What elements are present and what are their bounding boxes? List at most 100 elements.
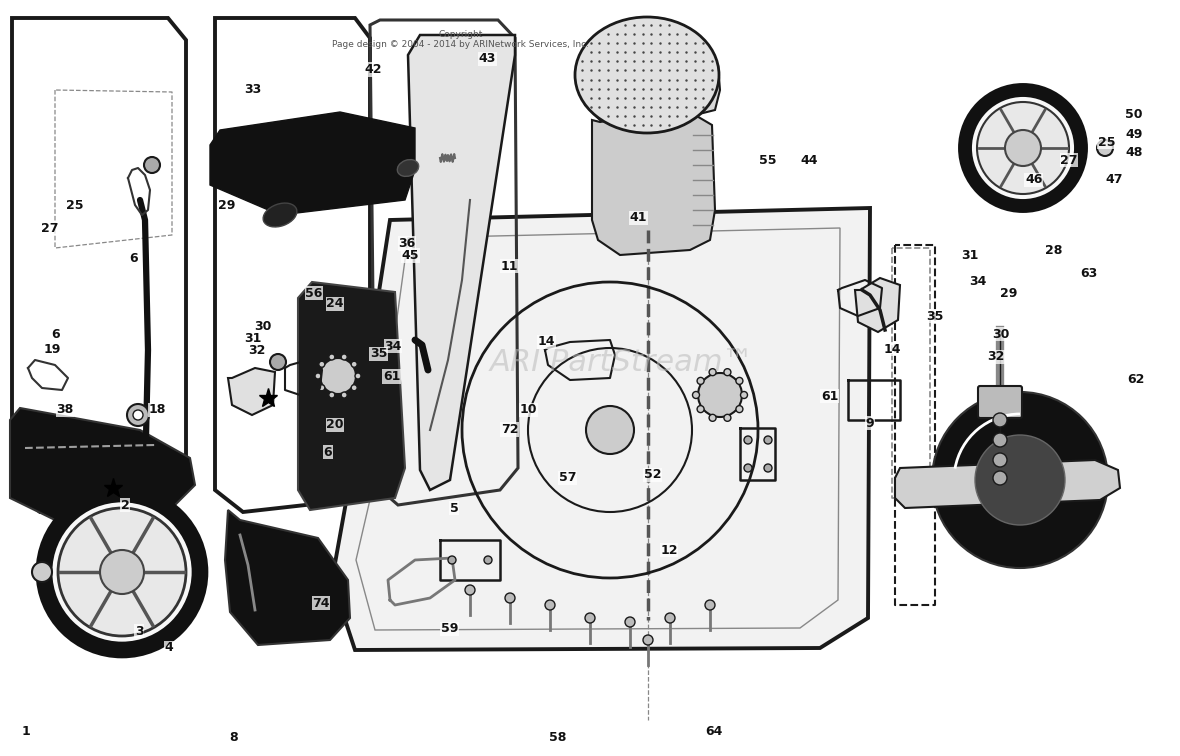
Text: 6: 6 bbox=[129, 252, 138, 265]
Circle shape bbox=[341, 392, 347, 398]
Text: 55: 55 bbox=[760, 153, 776, 167]
Circle shape bbox=[58, 508, 186, 636]
Text: 5: 5 bbox=[450, 501, 459, 515]
Polygon shape bbox=[581, 55, 720, 120]
Text: 43: 43 bbox=[479, 52, 496, 66]
Polygon shape bbox=[856, 278, 900, 332]
Polygon shape bbox=[228, 368, 275, 415]
Text: 25: 25 bbox=[66, 199, 83, 212]
Text: 18: 18 bbox=[149, 403, 165, 417]
Text: 28: 28 bbox=[1045, 244, 1062, 258]
Circle shape bbox=[44, 494, 199, 650]
Polygon shape bbox=[592, 115, 715, 255]
Circle shape bbox=[975, 435, 1066, 525]
Circle shape bbox=[448, 556, 455, 564]
Text: 4: 4 bbox=[164, 641, 173, 655]
Circle shape bbox=[329, 392, 335, 398]
Circle shape bbox=[693, 392, 700, 398]
Circle shape bbox=[133, 410, 143, 420]
Text: 1: 1 bbox=[21, 725, 31, 739]
Circle shape bbox=[994, 413, 1007, 427]
Text: 46: 46 bbox=[1025, 173, 1042, 187]
Text: 34: 34 bbox=[970, 274, 986, 288]
Circle shape bbox=[319, 361, 324, 367]
Text: 49: 49 bbox=[1126, 128, 1142, 141]
Circle shape bbox=[709, 369, 716, 376]
Circle shape bbox=[465, 585, 476, 595]
Circle shape bbox=[1005, 130, 1041, 166]
Circle shape bbox=[745, 464, 752, 472]
Circle shape bbox=[697, 406, 704, 413]
Text: 61: 61 bbox=[821, 389, 838, 403]
Circle shape bbox=[545, 600, 555, 610]
Circle shape bbox=[666, 613, 675, 623]
Circle shape bbox=[932, 392, 1108, 568]
Text: 52: 52 bbox=[644, 468, 661, 482]
Circle shape bbox=[144, 157, 160, 173]
Text: 27: 27 bbox=[1061, 153, 1077, 167]
Circle shape bbox=[100, 550, 144, 594]
Text: 14: 14 bbox=[538, 335, 555, 349]
Text: 59: 59 bbox=[441, 622, 458, 636]
Circle shape bbox=[745, 436, 752, 444]
Text: 8: 8 bbox=[229, 730, 238, 744]
Circle shape bbox=[341, 354, 347, 360]
Text: 41: 41 bbox=[630, 211, 647, 225]
Circle shape bbox=[697, 377, 704, 384]
Circle shape bbox=[355, 373, 361, 379]
Text: 3: 3 bbox=[135, 624, 144, 638]
Circle shape bbox=[484, 556, 492, 564]
Circle shape bbox=[585, 613, 595, 623]
Circle shape bbox=[586, 406, 634, 454]
Text: 32: 32 bbox=[988, 350, 1004, 364]
Text: 38: 38 bbox=[57, 403, 73, 417]
Text: 57: 57 bbox=[559, 471, 576, 485]
Text: 20: 20 bbox=[327, 418, 343, 432]
Text: 61: 61 bbox=[384, 370, 400, 383]
Text: 62: 62 bbox=[1128, 373, 1145, 386]
Circle shape bbox=[329, 354, 335, 360]
Circle shape bbox=[763, 436, 772, 444]
Text: 72: 72 bbox=[502, 423, 518, 436]
Circle shape bbox=[965, 90, 1081, 206]
Circle shape bbox=[994, 453, 1007, 467]
Circle shape bbox=[315, 373, 321, 379]
Text: Copyright
Page design © 2004 - 2014 by ARINetwork Services, Inc.: Copyright Page design © 2004 - 2014 by A… bbox=[332, 29, 589, 49]
Circle shape bbox=[352, 385, 358, 391]
Text: 27: 27 bbox=[41, 222, 58, 235]
Text: 31: 31 bbox=[244, 332, 261, 345]
Text: 6: 6 bbox=[51, 327, 60, 341]
Text: 31: 31 bbox=[962, 249, 978, 262]
Text: 32: 32 bbox=[249, 344, 266, 358]
Circle shape bbox=[320, 358, 356, 394]
Text: 11: 11 bbox=[502, 259, 518, 273]
Polygon shape bbox=[210, 112, 415, 215]
Circle shape bbox=[994, 433, 1007, 447]
Text: 42: 42 bbox=[365, 63, 381, 76]
Text: 63: 63 bbox=[1081, 267, 1097, 280]
Text: 14: 14 bbox=[884, 342, 900, 356]
FancyBboxPatch shape bbox=[978, 386, 1022, 418]
Circle shape bbox=[736, 406, 743, 413]
Text: 30: 30 bbox=[255, 320, 271, 333]
Text: 2: 2 bbox=[120, 498, 130, 512]
Text: 44: 44 bbox=[801, 153, 818, 167]
Circle shape bbox=[741, 392, 747, 398]
Text: 25: 25 bbox=[1099, 135, 1115, 149]
Circle shape bbox=[643, 635, 653, 645]
Text: 24: 24 bbox=[327, 297, 343, 311]
Circle shape bbox=[763, 464, 772, 472]
Text: 19: 19 bbox=[44, 342, 60, 356]
Text: 12: 12 bbox=[661, 544, 677, 557]
Text: 29: 29 bbox=[1001, 287, 1017, 300]
Polygon shape bbox=[894, 460, 1120, 508]
Text: 6: 6 bbox=[323, 445, 333, 459]
Text: ARI PartStream™: ARI PartStream™ bbox=[490, 349, 754, 377]
Text: 56: 56 bbox=[306, 287, 322, 300]
Ellipse shape bbox=[263, 203, 297, 227]
Circle shape bbox=[736, 377, 743, 384]
Text: 35: 35 bbox=[371, 347, 387, 361]
Circle shape bbox=[270, 354, 286, 370]
Circle shape bbox=[127, 404, 149, 426]
Text: 58: 58 bbox=[550, 730, 566, 744]
